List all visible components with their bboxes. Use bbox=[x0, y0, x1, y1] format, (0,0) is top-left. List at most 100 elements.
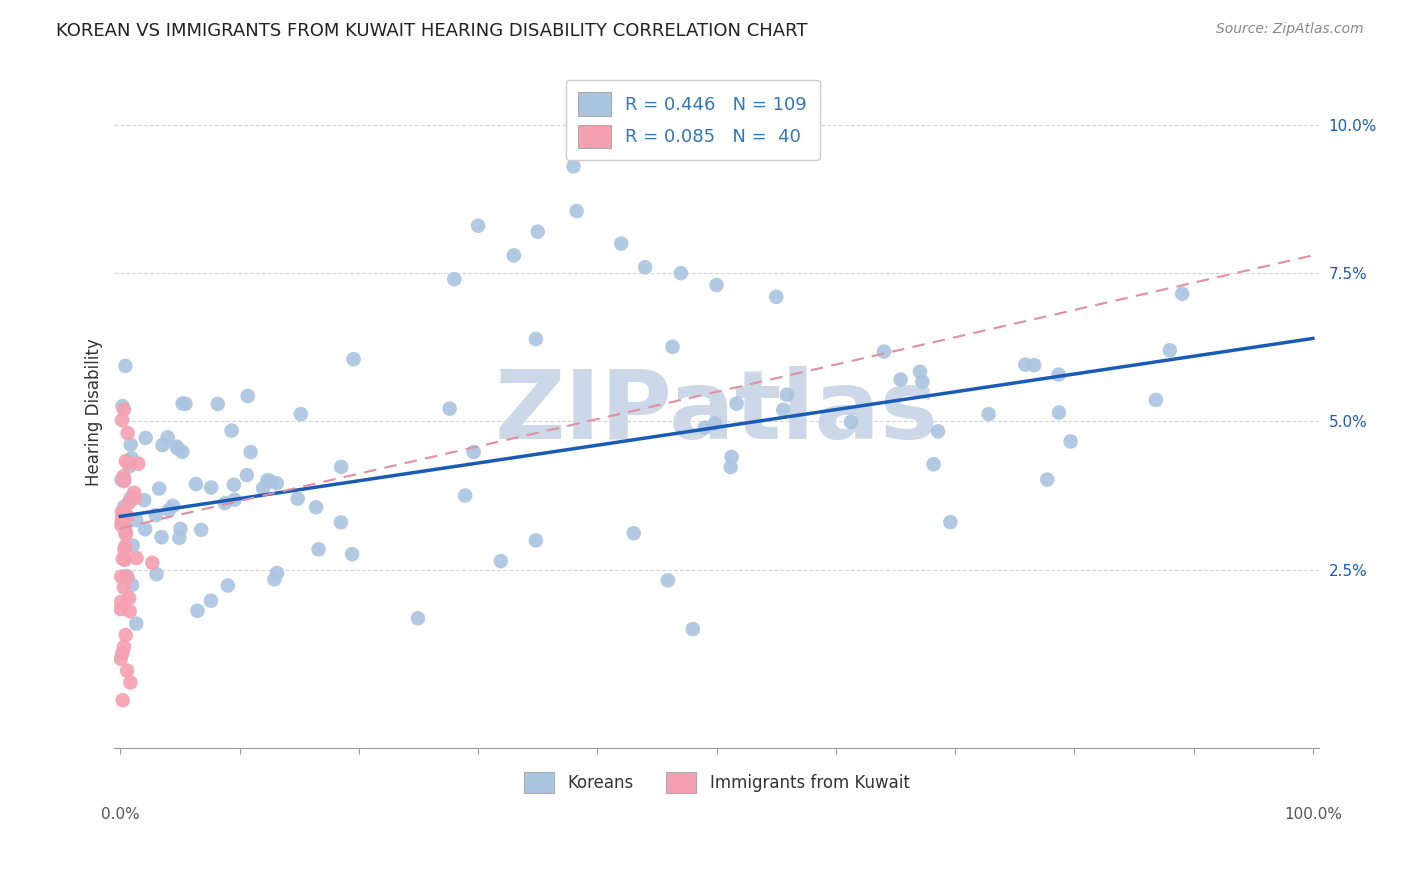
Point bbox=[454, 489, 477, 503]
Point bbox=[121, 539, 143, 553]
Point bbox=[114, 520, 136, 534]
Point bbox=[141, 556, 163, 570]
Point bbox=[121, 578, 143, 592]
Point bbox=[682, 622, 704, 636]
Point bbox=[110, 570, 132, 584]
Point bbox=[117, 426, 139, 441]
Text: KOREAN VS IMMIGRANTS FROM KUWAIT HEARING DISABILITY CORRELATION CHART: KOREAN VS IMMIGRANTS FROM KUWAIT HEARING… bbox=[56, 22, 807, 40]
Point bbox=[776, 388, 799, 402]
Point bbox=[148, 482, 170, 496]
Point bbox=[342, 352, 364, 367]
Point bbox=[266, 476, 288, 491]
Point bbox=[174, 397, 197, 411]
Point bbox=[114, 527, 136, 541]
Point bbox=[169, 522, 191, 536]
Point bbox=[120, 675, 142, 690]
Point bbox=[112, 542, 135, 557]
Point bbox=[890, 372, 912, 386]
Point bbox=[439, 401, 461, 416]
Point bbox=[1059, 434, 1081, 449]
Point bbox=[122, 485, 145, 500]
Point bbox=[172, 396, 194, 410]
Point bbox=[224, 492, 246, 507]
Point bbox=[124, 491, 146, 505]
Point bbox=[115, 454, 138, 468]
Point bbox=[839, 415, 862, 429]
Point bbox=[186, 604, 208, 618]
Point bbox=[703, 417, 725, 431]
Point bbox=[443, 272, 465, 286]
Point bbox=[111, 646, 134, 660]
Point bbox=[290, 407, 312, 421]
Point bbox=[256, 473, 278, 487]
Point bbox=[765, 290, 787, 304]
Point bbox=[236, 389, 259, 403]
Point bbox=[1036, 473, 1059, 487]
Point bbox=[166, 440, 188, 454]
Point bbox=[222, 477, 245, 491]
Point bbox=[661, 340, 683, 354]
Point bbox=[524, 332, 547, 346]
Point bbox=[200, 593, 222, 607]
Point bbox=[406, 611, 429, 625]
Point bbox=[114, 524, 136, 539]
Point bbox=[110, 473, 132, 487]
Point bbox=[239, 445, 262, 459]
Point bbox=[340, 547, 363, 561]
Point bbox=[110, 602, 132, 616]
Text: ZIPatlas: ZIPatlas bbox=[495, 366, 939, 459]
Point bbox=[873, 344, 896, 359]
Point bbox=[114, 359, 136, 373]
Point bbox=[111, 413, 134, 427]
Point bbox=[1024, 358, 1046, 372]
Point bbox=[1014, 358, 1036, 372]
Point bbox=[117, 509, 139, 524]
Point bbox=[111, 511, 134, 525]
Point bbox=[329, 516, 352, 530]
Point bbox=[720, 450, 742, 464]
Point bbox=[125, 513, 148, 527]
Point bbox=[1047, 406, 1070, 420]
Point bbox=[657, 574, 679, 588]
Point bbox=[263, 572, 285, 586]
Point bbox=[134, 522, 156, 536]
Point bbox=[111, 505, 134, 519]
Point bbox=[911, 375, 934, 389]
Point bbox=[725, 396, 748, 410]
Point bbox=[562, 160, 585, 174]
Point bbox=[172, 444, 194, 458]
Y-axis label: Hearing Disability: Hearing Disability bbox=[86, 339, 103, 486]
Point bbox=[221, 424, 243, 438]
Text: Source: ZipAtlas.com: Source: ZipAtlas.com bbox=[1216, 22, 1364, 37]
Point bbox=[110, 518, 132, 533]
Point bbox=[927, 425, 949, 439]
Point bbox=[266, 566, 288, 580]
Point bbox=[145, 567, 167, 582]
Point bbox=[162, 499, 184, 513]
Point bbox=[118, 459, 141, 474]
Point bbox=[150, 530, 173, 544]
Point bbox=[115, 569, 138, 583]
Point bbox=[259, 475, 281, 489]
Point bbox=[127, 457, 149, 471]
Point bbox=[939, 515, 962, 529]
Point bbox=[1047, 368, 1070, 382]
Point bbox=[720, 460, 742, 475]
Point bbox=[565, 204, 588, 219]
Point bbox=[308, 542, 330, 557]
Point bbox=[117, 496, 139, 510]
Point bbox=[207, 397, 229, 411]
Point bbox=[217, 578, 239, 592]
Point bbox=[112, 402, 135, 417]
Point bbox=[184, 477, 207, 491]
Point bbox=[118, 591, 141, 606]
Point bbox=[1171, 286, 1194, 301]
Point bbox=[330, 459, 353, 474]
Point bbox=[111, 399, 134, 413]
Point bbox=[111, 552, 134, 566]
Text: 100.0%: 100.0% bbox=[1284, 807, 1341, 822]
Point bbox=[214, 496, 236, 510]
Point bbox=[115, 569, 138, 583]
Point bbox=[669, 266, 692, 280]
Point bbox=[114, 552, 136, 566]
